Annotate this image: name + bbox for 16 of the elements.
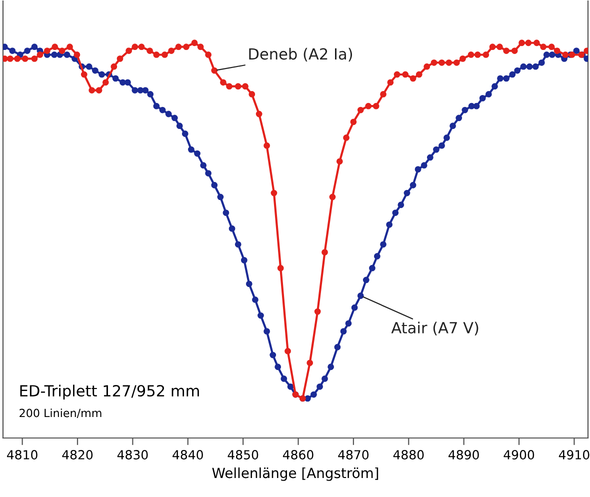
x-tick-label: 4830 [117,450,148,460]
text: Atair (A7 V) [391,322,478,336]
series-label: Deneb (A2 Ia) [249,48,352,62]
x-tick-label: 4870 [338,450,369,460]
x-tick-label: 4880 [393,450,424,460]
x-axis-title: Wellenlänge [Angström] [212,467,378,481]
annotation: 200 Linien/mm [20,408,102,418]
x-tick-label: 4910 [558,450,590,460]
x-tick-label: 4820 [62,450,93,460]
x-tick-label: 4890 [448,450,479,460]
annotation: ED-Triplett 127/952 mm [20,384,199,400]
x-tick-label: 4860 [282,450,314,460]
x-tick-label: 4840 [172,450,203,460]
x-tick-label: 4850 [228,450,258,460]
x-tick-label: 4810 [7,450,38,460]
x-tick-label: 4900 [504,450,534,460]
